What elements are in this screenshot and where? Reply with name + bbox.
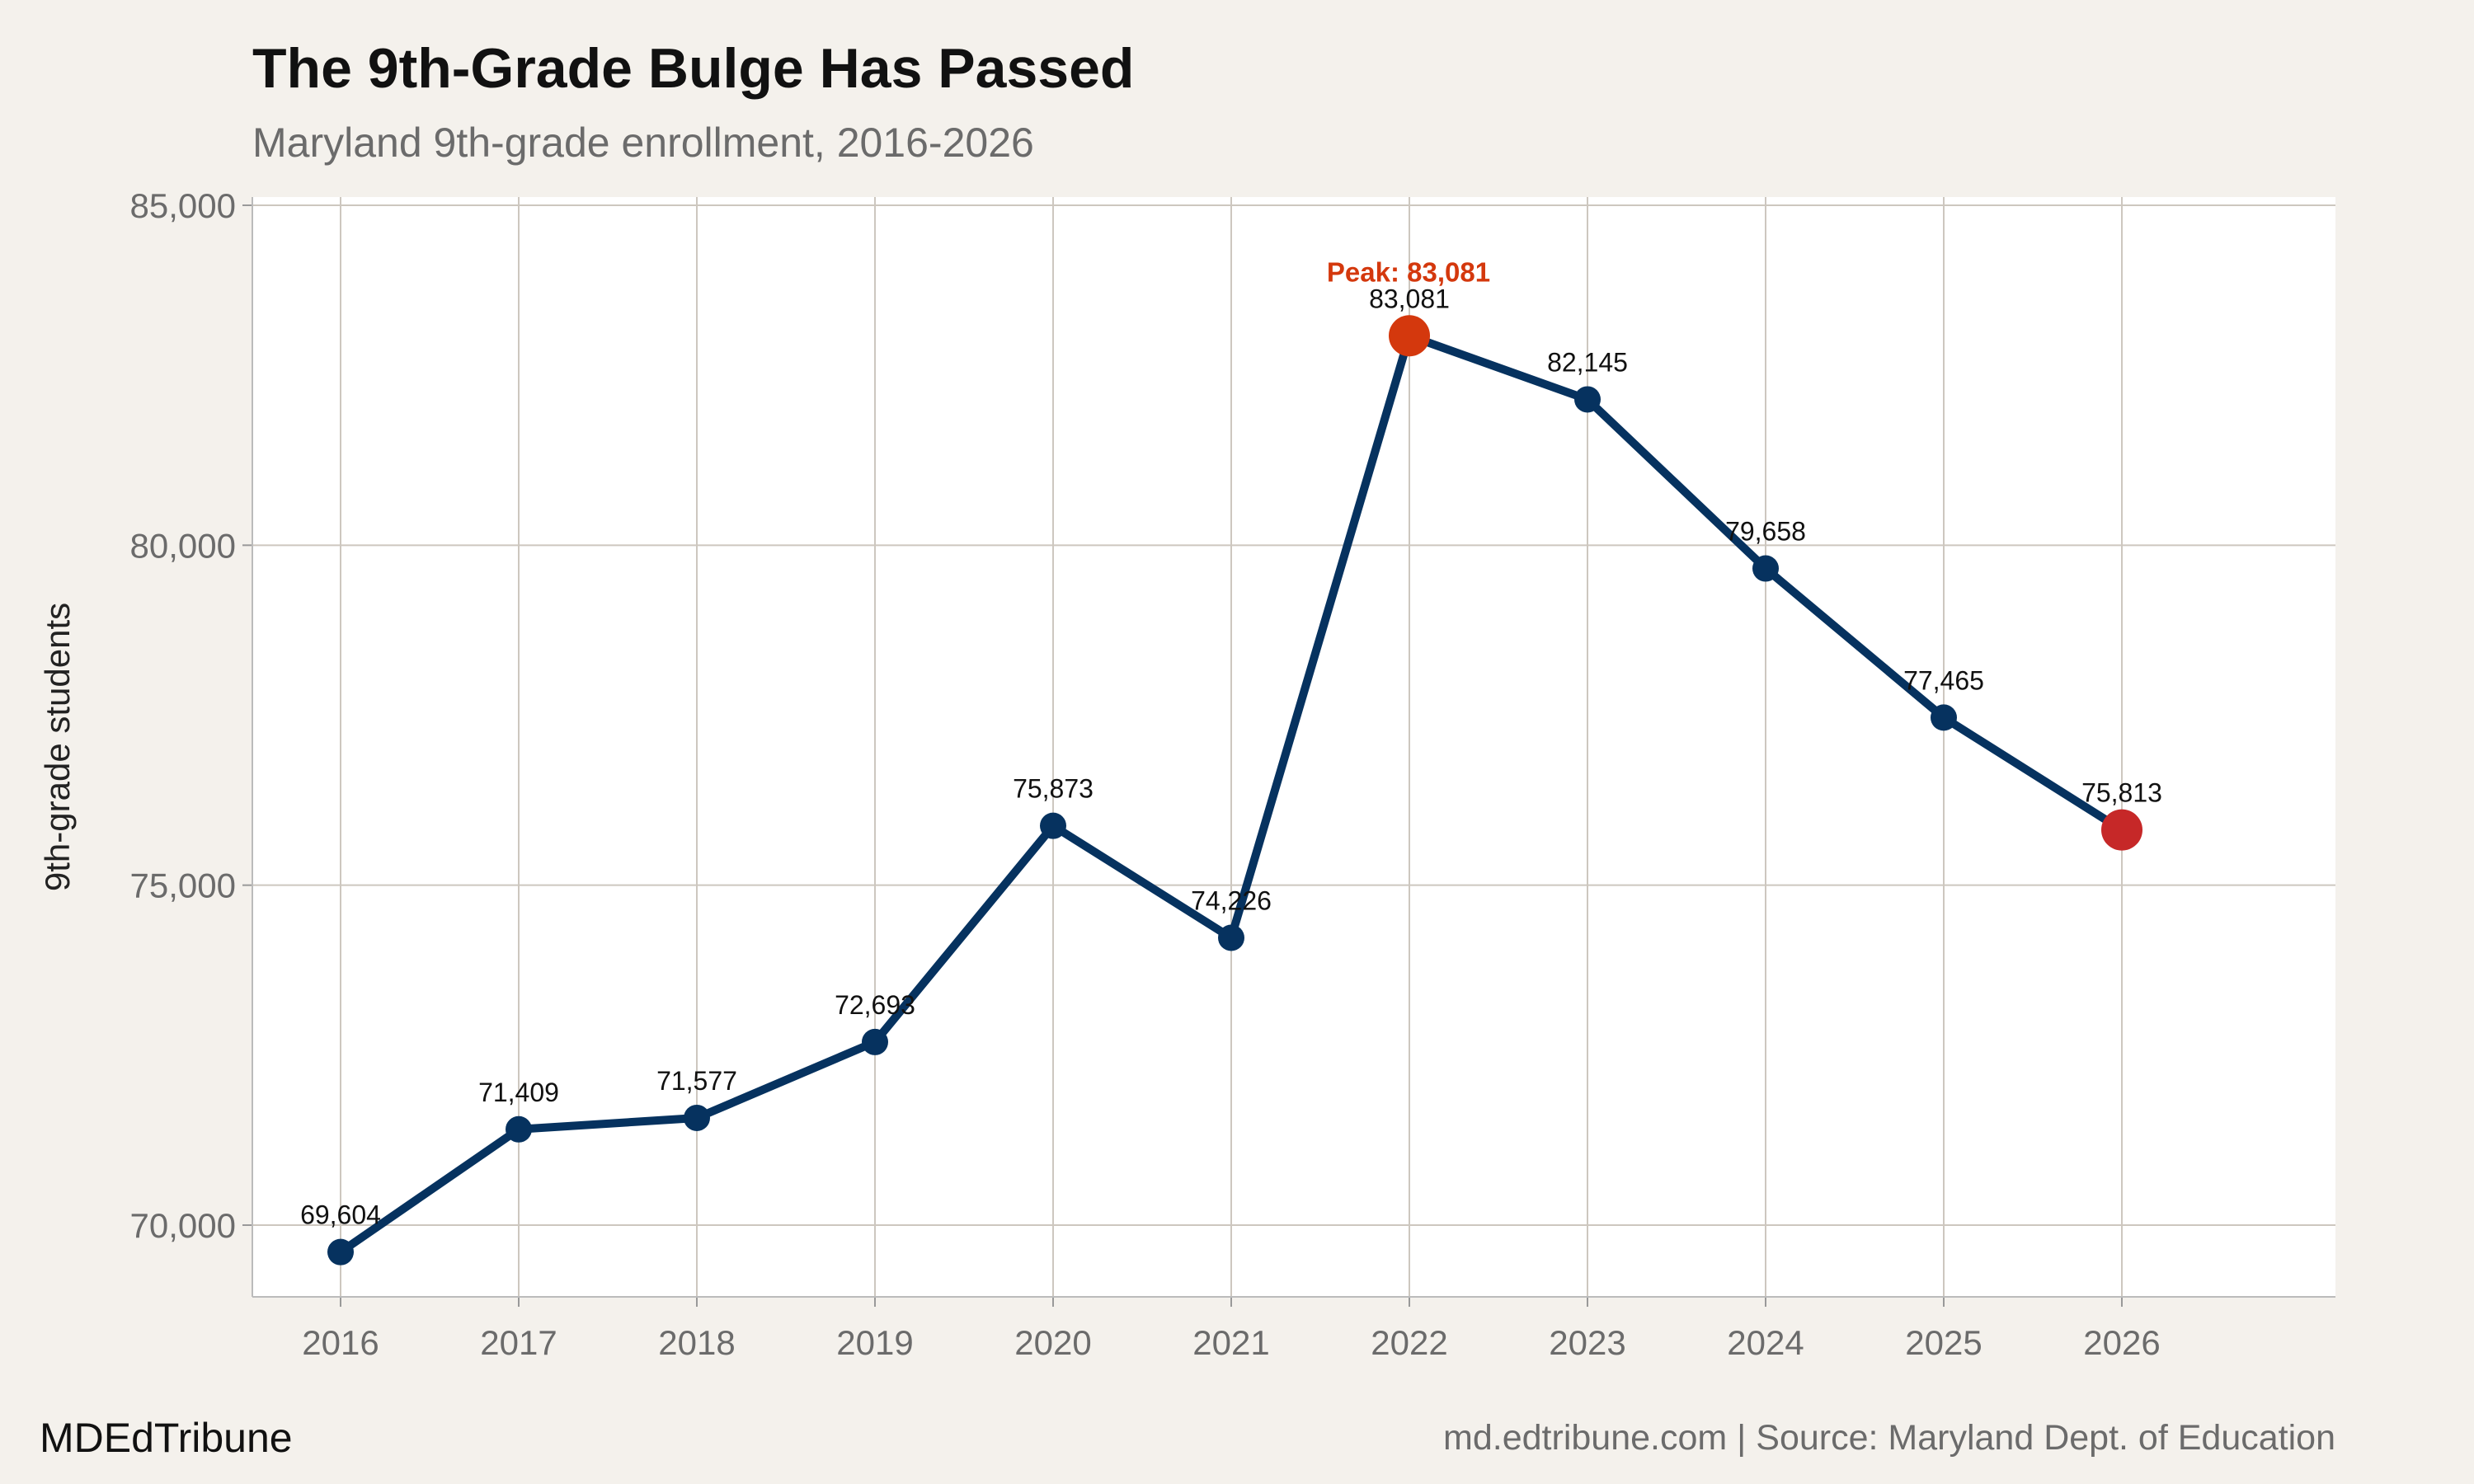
data-label: 82,145 <box>1547 347 1628 377</box>
data-point <box>1218 924 1244 951</box>
x-tick-label: 2020 <box>1014 1323 1091 1362</box>
data-label: 77,465 <box>1903 665 1984 695</box>
peak-annotation: Peak: 83,081 <box>1327 256 1490 287</box>
highlight-point <box>1389 315 1430 357</box>
chart-subtitle: Maryland 9th-grade enrollment, 2016-2026 <box>252 120 1034 166</box>
brand-logo-text: MDEdTribune <box>40 1415 293 1461</box>
data-point <box>862 1028 888 1055</box>
x-tick-label: 2016 <box>302 1323 379 1362</box>
y-tick-label: 80,000 <box>130 526 236 565</box>
data-point <box>1931 704 1957 731</box>
data-label: 75,813 <box>2081 778 2162 808</box>
chart-title: The 9th-Grade Bulge Has Passed <box>252 37 1135 100</box>
data-label: 79,658 <box>1725 517 1806 547</box>
data-point <box>327 1238 354 1266</box>
x-tick-label: 2019 <box>836 1323 913 1362</box>
x-tick-label: 2021 <box>1192 1323 1269 1362</box>
y-tick-label: 75,000 <box>130 866 236 905</box>
x-tick-label: 2017 <box>480 1323 557 1362</box>
data-point <box>506 1115 532 1143</box>
x-tick-label: 2026 <box>2083 1323 2160 1362</box>
data-point <box>684 1104 710 1131</box>
x-tick-label: 2024 <box>1727 1323 1804 1362</box>
data-label: 69,604 <box>300 1200 381 1230</box>
y-tick-label: 70,000 <box>130 1206 236 1245</box>
data-label: 71,409 <box>478 1078 559 1107</box>
data-label: 75,873 <box>1013 774 1094 804</box>
x-tick-label: 2018 <box>658 1323 735 1362</box>
data-point <box>1752 555 1779 582</box>
data-point <box>1040 812 1066 839</box>
x-tick-label: 2025 <box>1905 1323 1982 1362</box>
data-label: 71,577 <box>656 1066 737 1096</box>
data-label: 83,081 <box>1369 284 1450 313</box>
y-tick-label: 85,000 <box>130 186 236 225</box>
data-label: 72,693 <box>835 990 915 1020</box>
plot-panel <box>252 197 2335 1297</box>
data-label: 74,226 <box>1191 885 1272 915</box>
x-tick-label: 2023 <box>1549 1323 1625 1362</box>
highlight-point <box>2101 809 2142 851</box>
y-axis-label: 9th-grade students <box>38 603 77 891</box>
x-tick-label: 2022 <box>1371 1323 1447 1362</box>
data-point <box>1574 386 1601 413</box>
source-note: md.edtribune.com | Source: Maryland Dept… <box>1443 1418 2335 1458</box>
